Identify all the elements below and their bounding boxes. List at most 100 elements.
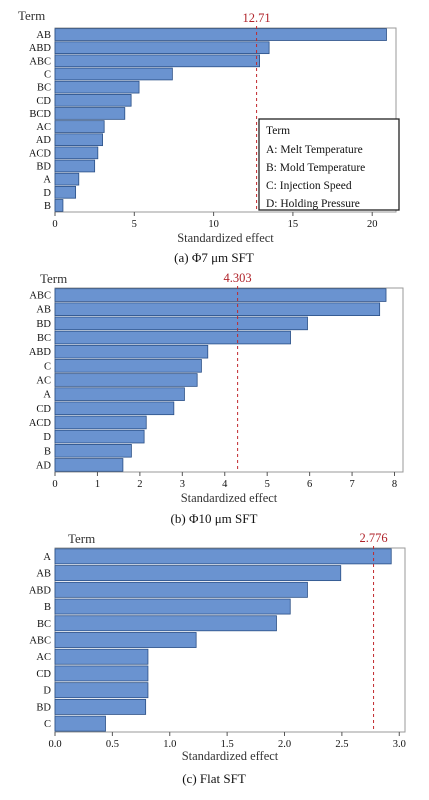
x-tick-label: 3.0 [393, 739, 406, 750]
category-label: BC [37, 83, 51, 94]
category-label: A [43, 175, 51, 186]
category-label: B [44, 446, 51, 457]
legend-entry: A: Melt Temperature [266, 144, 363, 156]
legend-box [258, 118, 400, 211]
panel-caption: (c) Flat SFT [182, 771, 246, 786]
category-label: A [43, 390, 51, 401]
bar [54, 120, 105, 133]
x-tick-label: 20 [367, 219, 378, 230]
category-label: ABC [29, 56, 51, 67]
bar [54, 443, 132, 458]
category-label: AB [36, 305, 51, 316]
bar [54, 598, 291, 615]
bar [54, 548, 392, 565]
category-label: C [44, 719, 51, 730]
bar [54, 146, 99, 160]
bar [54, 682, 149, 699]
bar [54, 107, 126, 120]
category-label: D [43, 432, 51, 443]
panel-caption: (a) Φ7 μm SFT [174, 250, 254, 265]
bar [54, 28, 387, 41]
bar [54, 159, 96, 173]
bar [54, 648, 149, 665]
category-label: AC [36, 122, 51, 133]
panel-caption: (b) Φ10 μm SFT [171, 511, 258, 526]
category-label: CD [36, 404, 51, 415]
legend-title: Term [266, 125, 290, 137]
x-tick-label: 10 [208, 219, 219, 230]
x-tick-label: 2 [137, 479, 142, 490]
legend-entry: D: Holding Pressure [266, 198, 360, 210]
x-tick-label: 0 [52, 479, 57, 490]
category-label: D [43, 686, 51, 697]
bar [54, 665, 149, 682]
bar [54, 330, 291, 345]
bar [54, 715, 106, 732]
x-tick-label: 1.0 [163, 739, 176, 750]
term-header: Term [18, 8, 45, 23]
category-label: AB [36, 569, 51, 580]
term-header: Term [68, 531, 95, 546]
category-label: BC [37, 619, 51, 630]
bar [54, 185, 77, 199]
x-tick-label: 7 [349, 479, 354, 490]
term-header: Term [40, 271, 67, 286]
category-label: ACD [29, 148, 52, 159]
legend-entry: B: Mold Temperature [266, 162, 365, 174]
bar [54, 615, 277, 632]
x-tick-label: 1.5 [221, 739, 234, 750]
x-axis-label: Standardized effect [181, 491, 278, 505]
bar [54, 316, 308, 331]
category-label: BC [37, 333, 51, 344]
x-tick-label: 0.0 [48, 739, 61, 750]
bar [54, 373, 198, 387]
x-tick-label: 15 [288, 219, 299, 230]
category-label: BCD [29, 109, 51, 120]
x-tick-label: 4 [222, 479, 228, 490]
bar [54, 359, 202, 373]
x-axis-label: Standardized effect [177, 231, 274, 245]
category-label: ABD [29, 347, 52, 358]
category-label: BD [36, 702, 51, 713]
category-label: AB [36, 30, 51, 41]
bar [54, 93, 132, 107]
category-label: D [43, 188, 51, 199]
bar [54, 698, 147, 715]
category-label: C [44, 70, 51, 81]
bar [54, 565, 342, 582]
bar [54, 67, 173, 81]
bar [54, 387, 185, 401]
bar [54, 41, 270, 55]
reference-label: 4.303 [224, 271, 252, 285]
category-label: B [44, 602, 51, 613]
x-tick-label: 0.5 [106, 739, 119, 750]
category-label: ABC [29, 291, 51, 302]
category-label: B [44, 201, 51, 212]
category-label: CD [36, 669, 51, 680]
category-label: AD [36, 135, 52, 146]
bar [54, 80, 140, 94]
bar [54, 401, 175, 416]
bar [54, 581, 308, 598]
x-tick-label: 5 [132, 219, 137, 230]
x-tick-label: 6 [307, 479, 312, 490]
legend-entry: C: Injection Speed [266, 180, 352, 192]
reference-label: 2.776 [359, 531, 387, 545]
category-label: ABD [29, 43, 52, 54]
bar [54, 429, 145, 444]
category-label: BD [36, 319, 51, 330]
category-label: AD [36, 460, 52, 471]
bar [54, 458, 124, 472]
bar [54, 632, 197, 648]
bar [54, 54, 261, 68]
category-label: ABD [29, 585, 52, 596]
category-label: CD [36, 96, 51, 107]
x-tick-label: 1 [95, 479, 100, 490]
bar [54, 302, 381, 317]
x-tick-label: 8 [392, 479, 397, 490]
category-label: C [44, 361, 51, 372]
reference-label: 12.71 [243, 11, 271, 25]
category-label: ACD [29, 418, 52, 429]
bar [54, 344, 209, 359]
